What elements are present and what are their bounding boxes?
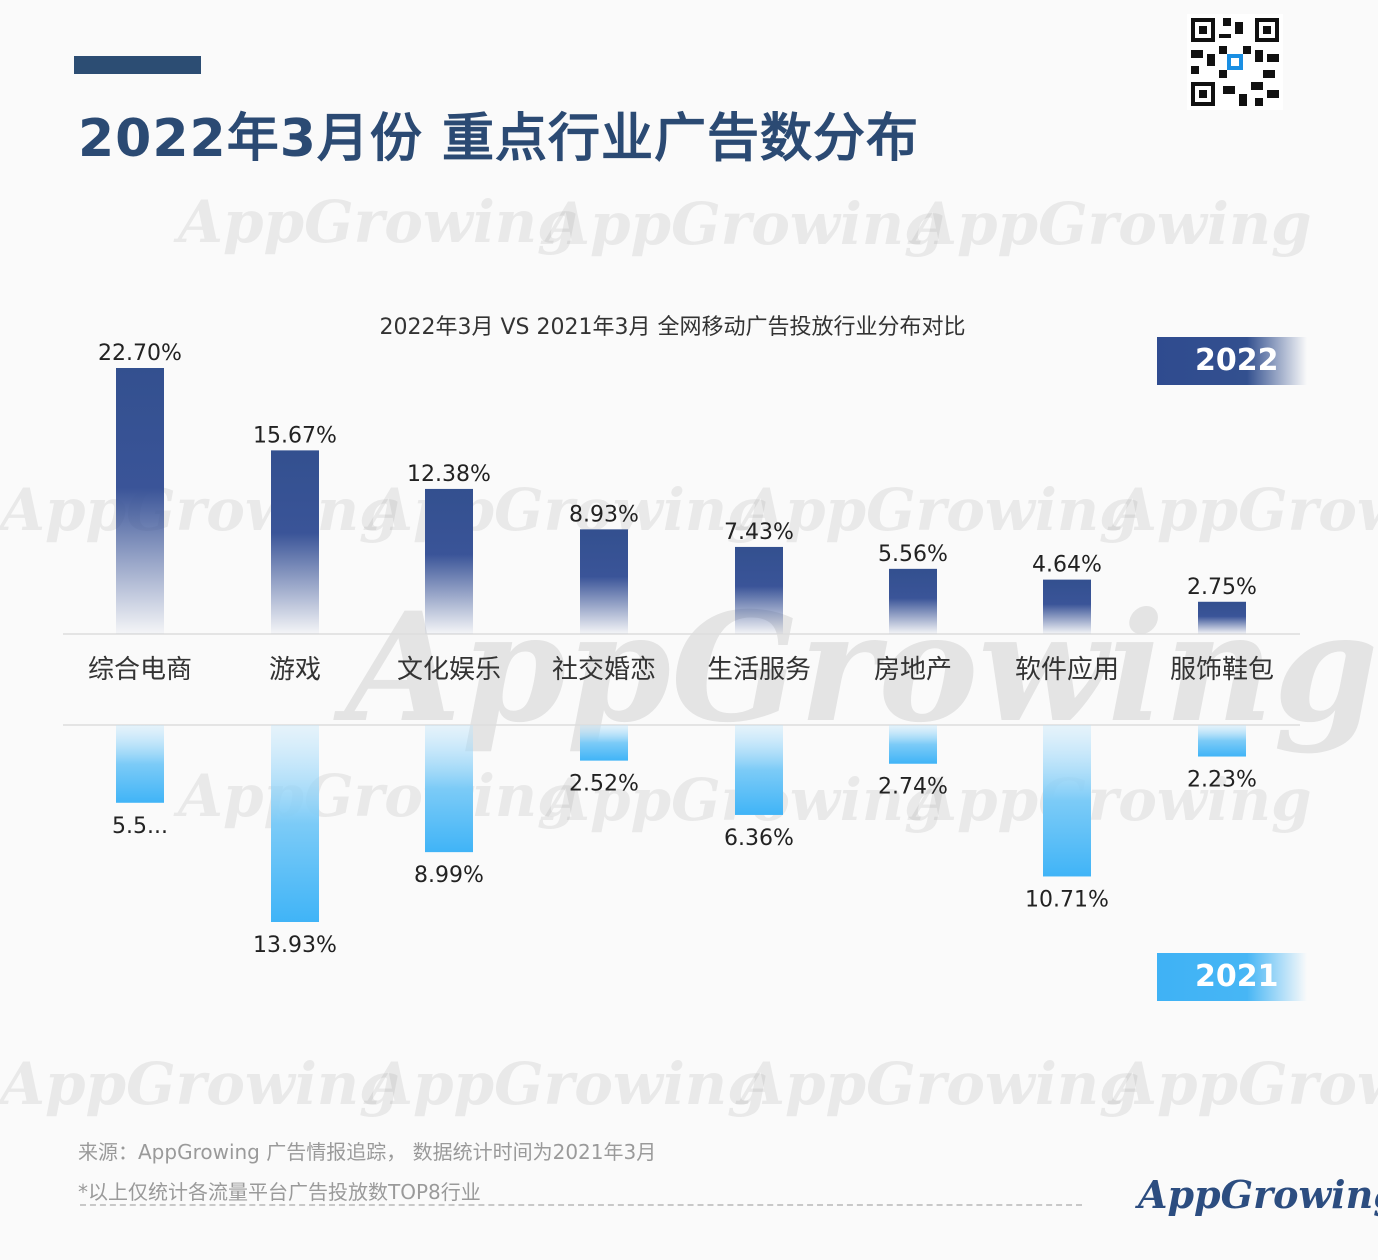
bar-2022 [1043,579,1091,634]
category-label: 社交婚恋 [552,655,656,685]
qr-code-icon [1187,14,1283,110]
bar-2021 [271,725,319,922]
bar-2021 [1043,725,1091,877]
title-accent-bar [74,56,201,74]
data-label-2021: 8.99% [414,863,484,888]
data-label-2021: 2.52% [569,772,639,797]
data-label-2022: 4.64% [1032,553,1102,578]
bar-2021 [1198,725,1246,757]
category-label: 服饰鞋包 [1170,655,1274,685]
legend-2021: 2021 [1157,953,1307,1001]
bar-2021 [580,725,628,761]
data-label-2022: 7.43% [724,520,794,545]
footer-divider [80,1204,1082,1206]
data-label-2021: 10.71% [1025,887,1109,912]
bar-2022 [735,546,783,634]
bar-2022 [580,529,628,634]
bar-2022 [889,568,937,634]
bar-2022 [271,450,319,634]
data-label-2021: 13.93% [253,933,337,958]
legend-2022: 2022 [1157,337,1307,385]
data-label-2021: 6.36% [724,826,794,851]
data-label-2021: 2.74% [878,775,948,800]
brand-logo: AppGrowing [1138,1172,1378,1217]
bar-2021 [425,725,473,853]
data-label-2022: 12.38% [407,462,491,487]
category-label: 综合电商 [88,655,192,685]
bar-2022 [116,368,164,634]
bar-2021 [116,725,164,803]
data-label-2022: 8.93% [569,502,639,527]
bar-2021 [889,725,937,764]
bar-2022 [425,488,473,634]
page-title: 2022年3月份 重点行业广告数分布 [78,109,920,169]
data-label-2021: 2.23% [1187,768,1257,793]
data-label-2022: 22.70% [98,341,182,366]
data-label-2022: 5.56% [878,542,948,567]
footnote: *以上仅统计各流量平台广告投放数TOP8行业 [78,1180,481,1204]
category-label: 房地产 [874,655,952,685]
data-label-2022: 15.67% [253,423,337,448]
category-label: 文化娱乐 [397,655,501,685]
chart-title: 2022年3月 VS 2021年3月 全网移动广告投放行业分布对比 [379,315,966,340]
data-label-2022: 2.75% [1187,575,1257,600]
bar-2022 [1198,601,1246,634]
category-label: 软件应用 [1015,655,1119,685]
data-label-2021: 5.5... [112,814,168,839]
bar-2021 [735,725,783,815]
category-label: 生活服务 [707,655,811,685]
source-note: 来源：AppGrowing 广告情报追踪， 数据统计时间为2021年3月 [78,1140,657,1164]
category-label: 游戏 [269,655,321,685]
